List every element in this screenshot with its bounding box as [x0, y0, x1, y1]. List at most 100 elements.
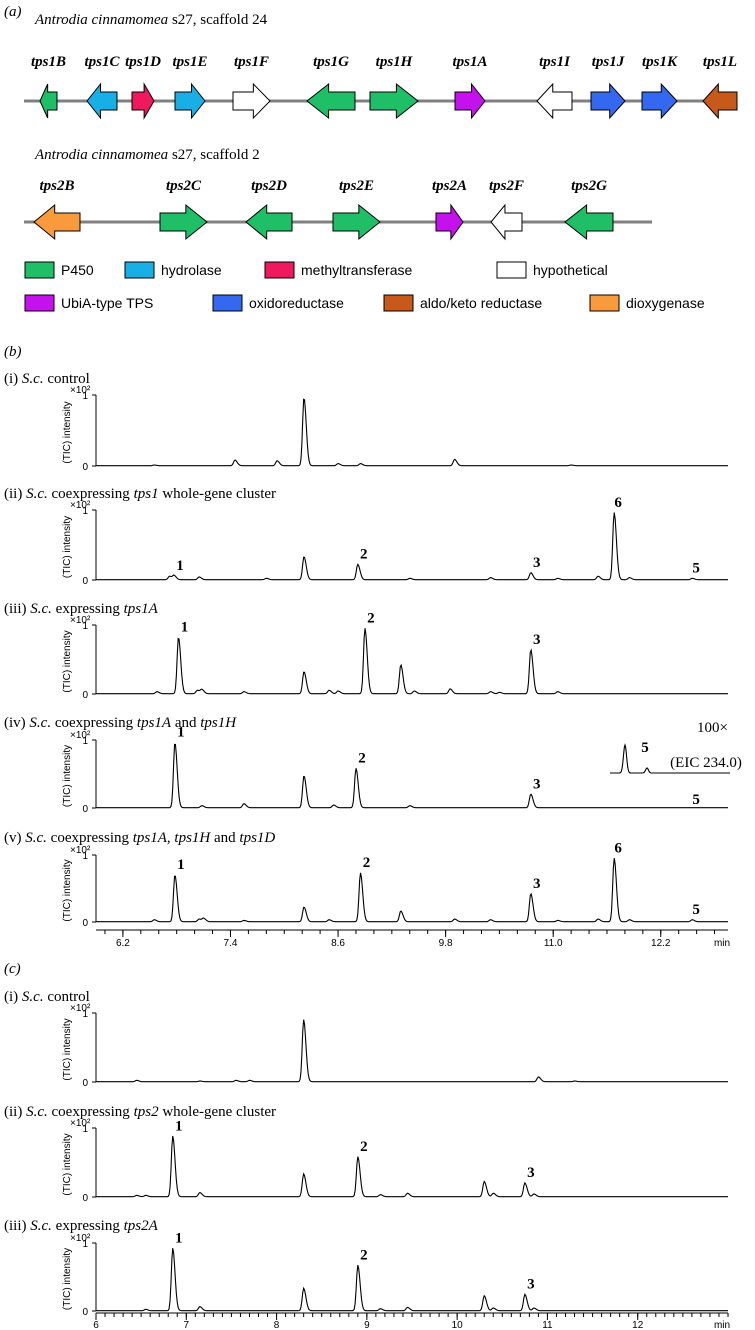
gene-arrow-tps2C [159, 203, 208, 241]
x-tick-label: 11 [542, 1320, 553, 1330]
legend-swatch [124, 261, 155, 279]
x-tick-label: 6 [93, 1320, 99, 1330]
peak-label: 3 [533, 776, 541, 792]
gene-arrow-tps1E [174, 82, 206, 120]
trace-title: (v) S.c. coexpressing tps1A, tps1H and t… [4, 830, 275, 846]
y-tick-label: 0 [82, 690, 88, 701]
peak-label: 2 [360, 547, 368, 563]
trace-title: (iii) S.c. expressing tps1A [4, 601, 159, 617]
chromatogram-trace: (ii) S.c. coexpressing tps1 whole-gene c… [4, 486, 728, 587]
panel-a: (a) Antrodia cinnamomea s27, scaffold 24 t… [4, 4, 738, 312]
y-scale-label: ×10² [70, 730, 91, 741]
peak-label: 1 [181, 619, 189, 635]
title-segment: tps2 [134, 1104, 160, 1120]
title-segment: tps1A, tps1H [133, 830, 212, 846]
y-tick-label: 1 [82, 391, 88, 402]
y-axis-label: (TIC) intensity [62, 1133, 73, 1195]
gene-arrow-tps1J [590, 82, 626, 120]
y-tick-label: 0 [82, 462, 88, 473]
peak-label: 1 [175, 1230, 183, 1246]
y-tick-label: 1 [82, 1009, 88, 1020]
legend-swatch [264, 261, 295, 279]
y-scale-label: ×10² [70, 845, 91, 856]
title-segment: coexpressing [48, 486, 134, 502]
title-segment: tps2A [124, 1218, 159, 1234]
chromatogram-trace: (ii) S.c. coexpressing tps2 whole-gene c… [4, 1104, 728, 1204]
y-tick-label: 1 [82, 506, 88, 517]
chromatogram-trace: (iii) S.c. expressing tps1A 0 1 ×10² (TIC) i… [4, 601, 728, 701]
legend-label: P450 [61, 262, 94, 278]
species-name: Antrodia cinnamomea [34, 12, 168, 28]
y-scale-label: ×10² [70, 1233, 91, 1244]
y-scale-label: ×10² [70, 385, 91, 396]
trace-title: (iv) S.c. coexpressing tps1A and tps1H [4, 715, 237, 731]
peak-label: 3 [527, 1277, 535, 1293]
legend-swatch [383, 294, 414, 312]
title-segment: S.c. [26, 1104, 48, 1120]
y-tick-label: 0 [82, 804, 88, 815]
gene-arrow-tps2A [435, 203, 464, 241]
title-segment: and [171, 715, 200, 731]
x-tick-label: 6.2 [116, 938, 130, 949]
peak-label: 5 [692, 902, 700, 918]
species-name: Antrodia cinnamomea [34, 147, 168, 163]
title-segment: control [44, 371, 90, 387]
legend-swatch [212, 294, 243, 312]
gene-label: tps1A [452, 54, 487, 70]
gene-label: tps1D [125, 54, 161, 70]
trace-line [96, 628, 728, 695]
title-segment: tps1A [124, 601, 159, 617]
trace-line [96, 858, 728, 923]
peak-label: 1 [176, 558, 184, 574]
gene-arrow-tps2B [33, 203, 81, 241]
y-tick-label: 1 [82, 736, 88, 747]
scaffold-name: s27, scaffold 24 [168, 12, 267, 28]
chromatogram-trace: (i) S.c. control 0 1×10² (TIC) intensity [4, 371, 728, 473]
title-segment: expressing [52, 1218, 124, 1234]
y-scale-label: ×10² [70, 500, 91, 511]
title-segment: S.c. [25, 830, 47, 846]
peak-label: 6 [614, 840, 622, 856]
chromatogram-trace: (v) S.c. coexpressing tps1A, tps1H and t… [4, 830, 728, 929]
x-tick-label: 12 [632, 1320, 644, 1330]
legend-swatch [24, 294, 55, 312]
y-scale-label: ×10² [70, 615, 91, 626]
peak-label: 3 [527, 1165, 535, 1181]
trace-line [96, 1248, 728, 1312]
y-axis-label: (TIC) intensity [62, 630, 73, 692]
legend-swatch [24, 261, 55, 279]
x-tick-label: 8 [274, 1320, 280, 1330]
gene-label: tps1F [234, 54, 269, 70]
inset-eic-label: (EIC 234.0) [670, 755, 742, 771]
legend-label: aldo/keto reductase [420, 295, 542, 311]
peak-label: 2 [358, 751, 366, 767]
gene-arrow-tps2E [332, 203, 381, 241]
inset-peak-label: 5 [641, 740, 649, 756]
title-segment: S.c. [30, 601, 52, 617]
y-tick-label: 0 [82, 918, 88, 929]
gene-label: tps1B [31, 54, 66, 70]
y-axis-label: (TIC) intensity [62, 745, 73, 807]
legend: P450 hydrolase methyltransferase hypothetic… [24, 261, 705, 312]
gene-cluster: Antrodia cinnamomea s27, scaffold 24 tps1… [24, 12, 738, 120]
gene-label: tps2F [489, 178, 524, 194]
title-segment: (i) [4, 371, 22, 387]
gene-label: tps1J [592, 54, 625, 70]
x-axis: 6 7 8 9 10 11 12 min [93, 1312, 730, 1330]
title-segment: (ii) [4, 1104, 26, 1120]
panel-label: (b) [4, 344, 22, 360]
title-segment: (ii) [4, 486, 26, 502]
peak-label: 2 [367, 610, 375, 626]
y-tick-label: 0 [82, 576, 88, 587]
y-tick-label: 1 [82, 851, 88, 862]
legend-label: methyltransferase [301, 262, 412, 278]
cluster-title: Antrodia cinnamomea s27, scaffold 24 [34, 12, 268, 28]
peak-label: 1 [177, 725, 185, 741]
cluster-title: Antrodia cinnamomea s27, scaffold 2 [34, 147, 260, 163]
inset-scale: 100× [697, 720, 728, 736]
y-tick-label: 1 [82, 1124, 88, 1135]
gene-label: tps2E [339, 178, 374, 194]
title-segment: (iii) [4, 601, 30, 617]
